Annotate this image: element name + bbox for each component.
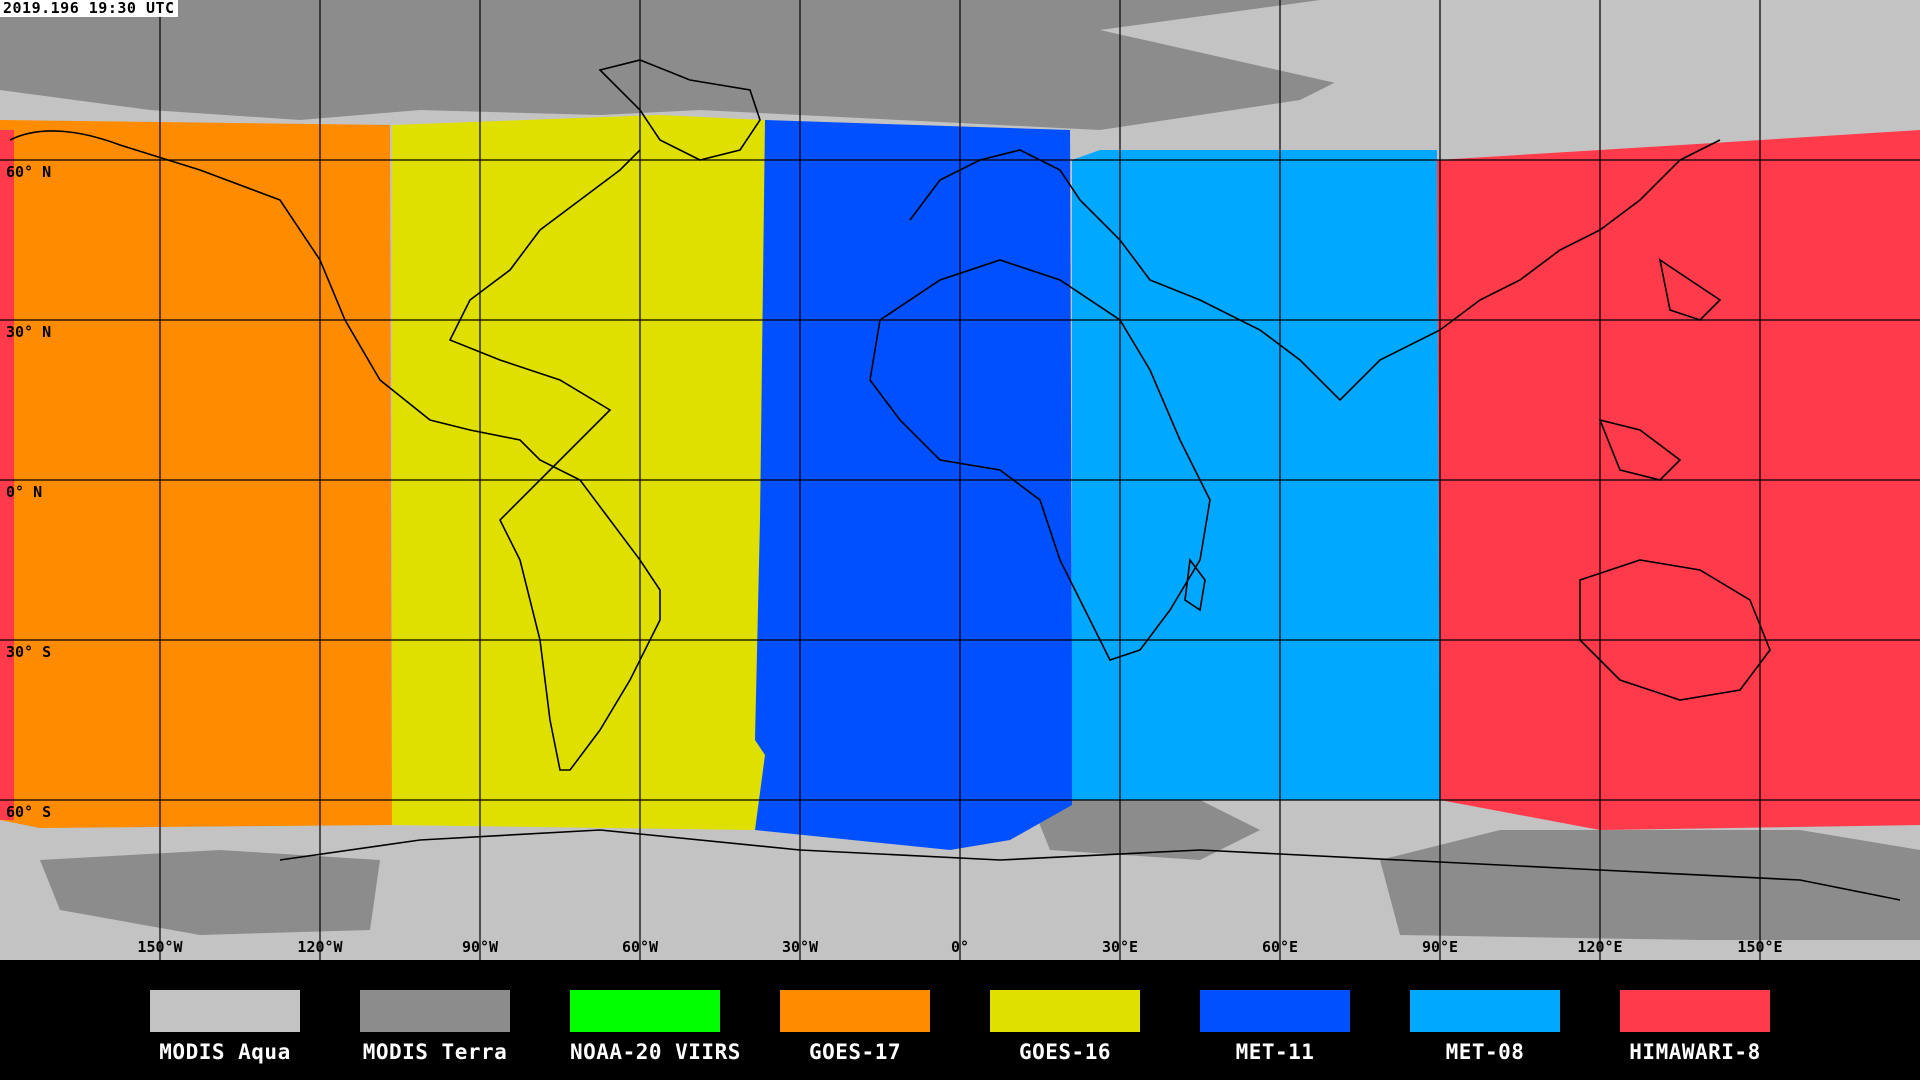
lat-label-30n: 30° N: [6, 323, 52, 341]
legend-label-met08: MET-08: [1445, 1040, 1525, 1064]
lon-label-150e: 150°E: [1737, 938, 1783, 956]
legend-swatch-modis-aqua: [150, 990, 300, 1032]
legend-item-noaa20-viirs: NOAA-20 VIIRS: [570, 990, 741, 1064]
coastlines: [9, 59, 1901, 901]
legend-label-himawari8: HIMAWARI-8: [1629, 1040, 1761, 1064]
greenland-outline: [598, 59, 761, 161]
himawari-8-coverage-west-edge: [0, 130, 14, 820]
modis-terra-region-south-west: [40, 850, 380, 935]
legend-swatch-himawari8: [1620, 990, 1770, 1032]
modis-terra-region-south-center: [1030, 800, 1260, 860]
eurasia-south-coast-outline: [909, 139, 1721, 402]
modis-aqua-region-north-east: [1100, 0, 1920, 130]
legend-item-met11: MET-11: [1200, 990, 1350, 1064]
lon-label-90e: 90°E: [1421, 938, 1459, 956]
lon-label-150w: 150°W: [137, 938, 183, 956]
lon-label-0: 0°: [950, 938, 970, 956]
satellite-coverage-map: 2019.196 19:30 UTC 60° N 30° N 0° N 30° …: [0, 0, 1920, 960]
legend-swatch-met11: [1200, 990, 1350, 1032]
lat-label-0: 0° N: [6, 483, 43, 501]
americas-west-coast-outline: [9, 130, 661, 771]
legend-swatch-goes17: [780, 990, 930, 1032]
goes-16-coverage: [392, 115, 765, 830]
legend-label-goes17: GOES-17: [808, 1040, 901, 1064]
lon-label-60e: 60°E: [1261, 938, 1299, 956]
lon-label-90w: 90°W: [461, 938, 499, 956]
lon-label-60w: 60°W: [621, 938, 659, 956]
lat-label-30s: 30° S: [6, 643, 52, 661]
indonesia-outline: [1598, 418, 1682, 481]
africa-outline: [869, 259, 1211, 661]
lon-label-30e: 30°E: [1101, 938, 1139, 956]
legend-label-noaa20-viirs: NOAA-20 VIIRS: [570, 1040, 741, 1064]
modis-terra-region-south-east: [1380, 830, 1920, 940]
legend-item-modis-terra: MODIS Terra: [360, 990, 510, 1064]
map-canvas: [0, 0, 1920, 960]
lon-label-30w: 30°W: [781, 938, 819, 956]
timestamp: 2019.196 19:30 UTC: [0, 0, 178, 17]
lat-label-60n: 60° N: [6, 163, 52, 181]
legend-item-himawari8: HIMAWARI-8: [1620, 990, 1770, 1064]
lon-label-120e: 120°E: [1577, 938, 1623, 956]
goes-17-coverage: [0, 120, 392, 828]
legend-swatch-met08: [1410, 990, 1560, 1032]
legend: MODIS Aqua MODIS Terra NOAA-20 VIIRS GOE…: [0, 960, 1920, 1080]
graticule: [0, 0, 1920, 960]
madagascar-outline: [1184, 557, 1206, 612]
legend-item-goes16: GOES-16: [990, 990, 1140, 1064]
legend-item-met08: MET-08: [1410, 990, 1560, 1064]
lat-label-60s: 60° S: [6, 803, 52, 821]
met-08-coverage: [1072, 150, 1440, 800]
met-11-coverage: [755, 120, 1072, 850]
legend-label-met11: MET-11: [1235, 1040, 1315, 1064]
antarctica-outline: [279, 829, 1901, 901]
legend-swatch-goes16: [990, 990, 1140, 1032]
modis-terra-region-north: [0, 0, 1380, 130]
legend-item-modis-aqua: MODIS Aqua: [150, 990, 300, 1064]
legend-label-modis-aqua: MODIS Aqua: [159, 1040, 291, 1064]
lon-label-120w: 120°W: [297, 938, 343, 956]
legend-label-modis-terra: MODIS Terra: [362, 1040, 508, 1064]
legend-swatch-modis-terra: [360, 990, 510, 1032]
japan-outline: [1658, 258, 1722, 321]
legend-swatch-noaa20-viirs: [570, 990, 720, 1032]
legend-item-goes17: GOES-17: [780, 990, 930, 1064]
legend-label-goes16: GOES-16: [1018, 1040, 1111, 1064]
